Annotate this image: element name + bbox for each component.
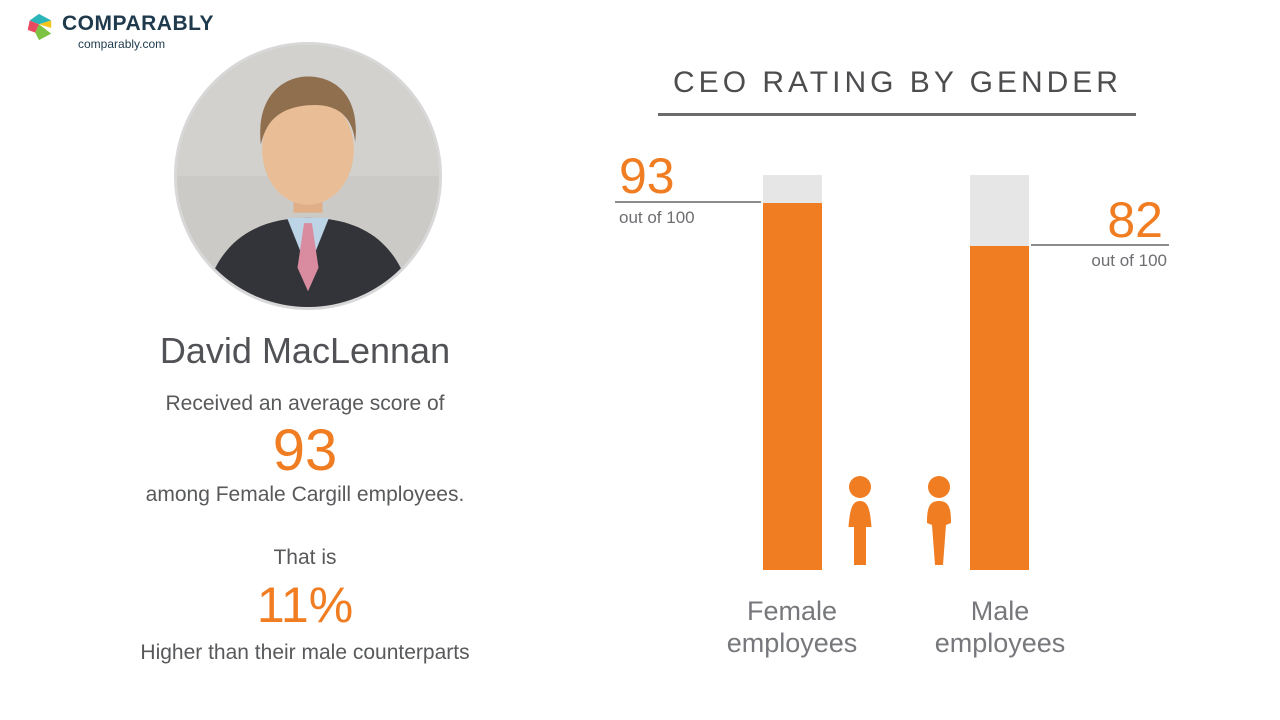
- ceo-name: David MacLennan: [159, 330, 451, 371]
- male-score-caption: out of 100: [1091, 251, 1167, 271]
- male-score-callout: 82 out of 100: [1031, 182, 1169, 271]
- score-context-text: among Female Cargill employees.: [145, 483, 465, 506]
- chart-title: CEO RATING BY GENDER: [673, 66, 1122, 99]
- ceo-photo: [174, 42, 442, 310]
- female-figure-icon: [842, 474, 878, 572]
- male-figure-icon: [921, 474, 957, 572]
- score-value: 93: [272, 418, 338, 483]
- female-category-label: Female employees: [726, 596, 858, 658]
- comparison-context-text: Higher than their male counterparts: [140, 641, 470, 664]
- male-bar-fill: [970, 246, 1029, 570]
- brand-text: COMPARABLY comparably.com: [62, 12, 214, 51]
- score-intro-text: Received an average score of: [165, 392, 445, 415]
- female-score-caption: out of 100: [619, 207, 695, 227]
- female-callout-line: [615, 200, 761, 203]
- ceo-headshot-illustration: [177, 45, 439, 307]
- male-callout-line: [1031, 244, 1169, 247]
- female-bar-track: [763, 175, 822, 570]
- brand-name: COMPARABLY: [62, 12, 215, 35]
- comparison-intro-text: That is: [273, 546, 337, 569]
- female-score-value: 93: [619, 148, 675, 205]
- male-category-label: Male employees: [934, 596, 1066, 658]
- male-bar-track: [970, 175, 1029, 570]
- female-score-callout: 93 out of 100: [615, 139, 761, 228]
- male-score-value: 82: [1107, 191, 1163, 248]
- chart-title-underline: [658, 113, 1136, 116]
- comparison-percent-value: 11%: [256, 577, 354, 633]
- female-bar-fill: [763, 202, 822, 570]
- brand-logo: COMPARABLY comparably.com: [24, 12, 214, 51]
- comparably-logo-icon: [27, 13, 52, 41]
- brand-domain: comparably.com: [78, 37, 166, 52]
